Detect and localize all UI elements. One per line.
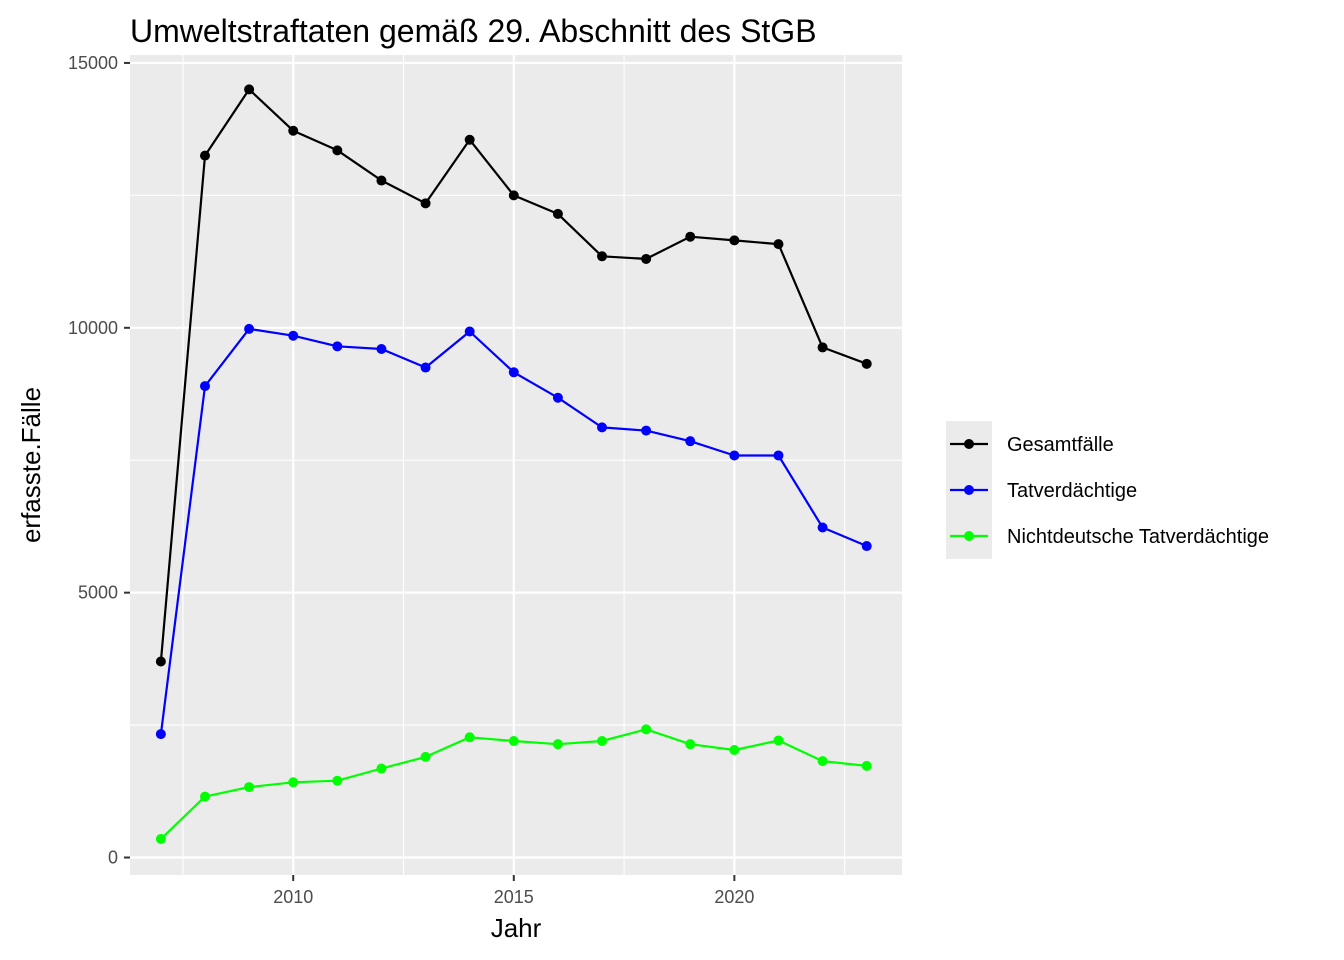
data-point — [508, 367, 519, 378]
data-point — [641, 425, 652, 436]
legend-item: Tatverdächtige — [950, 480, 1137, 502]
data-point — [155, 833, 166, 844]
data-point — [332, 775, 343, 786]
data-point — [332, 145, 343, 156]
data-point — [288, 330, 299, 341]
data-point — [685, 231, 696, 242]
data-point — [376, 763, 387, 774]
data-point — [729, 450, 740, 461]
axes-layer: 2010 2015 2020 0 5000 10000 15000 — [68, 53, 754, 907]
data-point — [641, 724, 652, 735]
data-point — [244, 782, 255, 793]
data-point — [729, 235, 740, 246]
x-tick-label: 2015 — [494, 887, 534, 907]
y-axis-title: erfasste.Fälle — [16, 387, 46, 543]
data-point — [552, 392, 563, 403]
data-point — [861, 541, 872, 552]
data-point — [508, 190, 519, 201]
y-tick-label: 10000 — [68, 318, 118, 338]
data-point — [773, 735, 784, 746]
legend-item: Nichtdeutsche Tatverdächtige — [950, 526, 1269, 548]
chart-title: Umweltstraftaten gemäß 29. Abschnitt des… — [130, 13, 817, 49]
series-layer — [155, 84, 872, 844]
data-point — [199, 381, 210, 392]
data-point — [155, 729, 166, 740]
data-point — [288, 777, 299, 788]
data-point — [420, 198, 431, 209]
legend-label: Gesamtfälle — [1007, 434, 1114, 456]
data-point — [420, 751, 431, 762]
data-point — [376, 343, 387, 354]
legend-item: Gesamtfälle — [950, 434, 1114, 456]
y-tick-label: 5000 — [78, 583, 118, 603]
y-tick-label: 0 — [108, 848, 118, 868]
data-point — [729, 744, 740, 755]
data-point — [817, 342, 828, 353]
data-point — [597, 735, 608, 746]
data-point — [861, 760, 872, 771]
x-tick-label: 2010 — [273, 887, 313, 907]
data-point — [685, 739, 696, 750]
data-point — [552, 739, 563, 750]
data-point — [861, 358, 872, 369]
data-point — [464, 732, 475, 743]
legend-key-point — [964, 485, 974, 495]
data-point — [420, 362, 431, 373]
data-point — [244, 323, 255, 334]
y-tick-label: 15000 — [68, 53, 118, 73]
legend: Gesamtfälle Tatverdächtige Nichtdeutsche T… — [950, 434, 1269, 548]
grid-major — [130, 55, 902, 875]
series-1 — [155, 84, 872, 667]
data-point — [817, 756, 828, 767]
x-axis-title: Jahr — [491, 913, 542, 943]
data-point — [244, 84, 255, 95]
series-2 — [155, 323, 872, 740]
data-point — [199, 791, 210, 802]
series-3 — [155, 724, 872, 844]
data-point — [552, 208, 563, 219]
legend-key-point — [964, 439, 974, 449]
legend-label: Nichtdeutsche Tatverdächtige — [1007, 526, 1269, 548]
data-point — [376, 175, 387, 186]
data-point — [155, 656, 166, 667]
plot-panel — [130, 55, 902, 875]
data-point — [597, 251, 608, 262]
data-point — [508, 735, 519, 746]
legend-key-point — [964, 531, 974, 541]
data-point — [199, 150, 210, 161]
data-point — [597, 422, 608, 433]
data-point — [773, 239, 784, 250]
x-tick-label: 2020 — [714, 887, 754, 907]
data-point — [685, 436, 696, 447]
data-point — [464, 326, 475, 337]
data-point — [288, 125, 299, 136]
data-point — [817, 522, 828, 533]
data-point — [332, 341, 343, 352]
data-point — [773, 450, 784, 461]
legend-label: Tatverdächtige — [1007, 480, 1137, 502]
data-point — [641, 253, 652, 264]
data-point — [464, 134, 475, 145]
